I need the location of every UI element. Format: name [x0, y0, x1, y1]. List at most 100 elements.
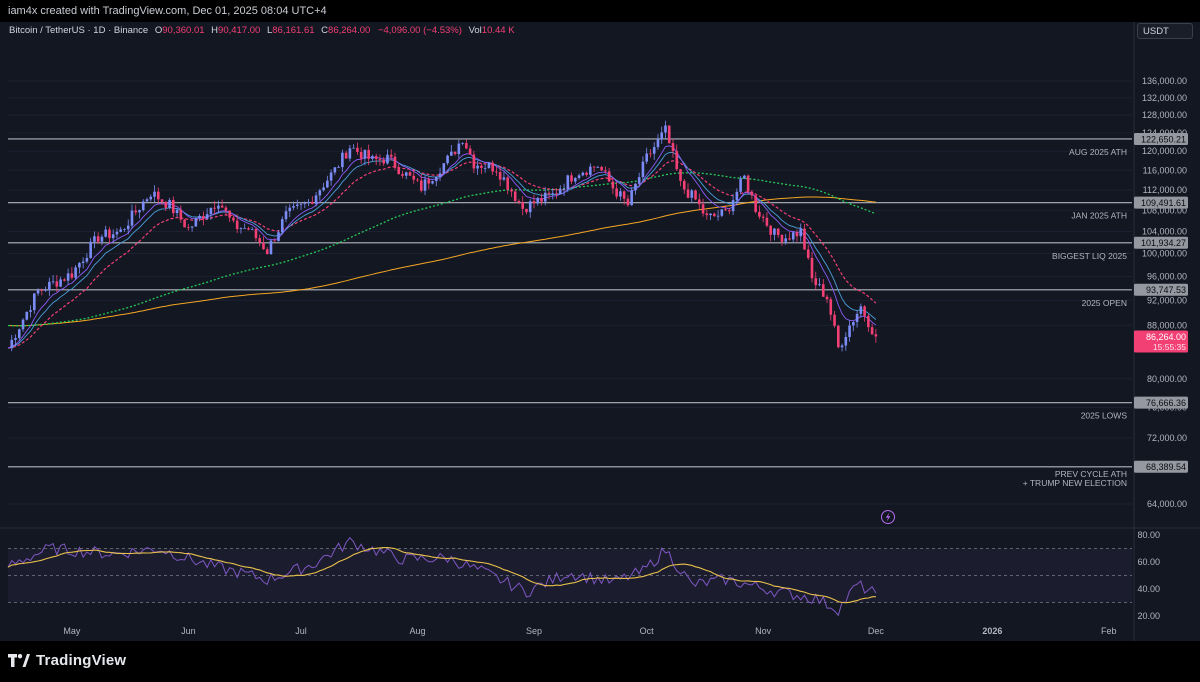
candle-body [386, 154, 389, 164]
candle [709, 213, 712, 221]
candle-body [769, 225, 772, 235]
candle-body [863, 306, 866, 316]
candle [382, 157, 385, 167]
candle-body [378, 158, 382, 160]
price-tick-label: 132,000.00 [1142, 93, 1187, 103]
candle [840, 343, 844, 352]
candle [713, 212, 716, 217]
candle [495, 166, 498, 176]
candle [769, 224, 772, 242]
candle-body [468, 148, 472, 155]
rsi-tick-label: 60.00 [1137, 557, 1160, 567]
candle-body [513, 191, 517, 201]
candle [480, 163, 483, 174]
candle [697, 193, 701, 210]
candle [318, 188, 322, 201]
candle-body [566, 175, 570, 189]
candle-body [344, 152, 348, 159]
candle [397, 163, 401, 175]
candle-body [213, 207, 216, 209]
candle [754, 195, 757, 214]
candle-body [329, 172, 333, 181]
candle-body [51, 281, 55, 283]
candle [115, 228, 119, 239]
candle-body [126, 225, 130, 230]
candle [739, 176, 742, 194]
price-tick-label: 100,000.00 [1142, 249, 1187, 259]
candle-body [667, 125, 671, 144]
candle-body [164, 201, 168, 208]
candle [81, 257, 85, 269]
volume-value: 10.44 K [481, 25, 515, 36]
candle [119, 226, 123, 233]
candle-body [419, 180, 423, 191]
candle [344, 150, 348, 159]
candle-body [746, 175, 750, 192]
candle-body [867, 315, 870, 328]
grid-layer [0, 22, 1200, 641]
candle-body [611, 181, 615, 189]
candle [679, 168, 682, 187]
candle-body [423, 179, 427, 191]
candle [682, 179, 686, 194]
candle-body [694, 190, 697, 200]
candle [720, 209, 724, 218]
candle-body [833, 314, 836, 326]
candle [581, 171, 585, 177]
candle-body [487, 162, 491, 168]
candle [209, 207, 213, 220]
candle [461, 142, 464, 146]
candle-body [190, 226, 194, 228]
candle [442, 163, 446, 174]
candle [239, 227, 243, 234]
candle [55, 275, 59, 293]
price-tick-label: 80,000.00 [1147, 374, 1187, 384]
candle-body [799, 228, 803, 237]
candle [788, 232, 791, 241]
candle [224, 205, 228, 215]
high-value: 90,417.00 [218, 25, 261, 36]
candles-layer [10, 120, 878, 352]
candle [622, 190, 626, 205]
candle-body [78, 263, 81, 268]
price-chart-svg[interactable]: AUG 2025 ATH JAN 2025 ATH BIGGEST LIQ 2025… [0, 0, 1200, 641]
candle-body [728, 210, 731, 212]
candle-body [536, 198, 540, 204]
symbol-name[interactable]: Bitcoin / TetherUS · 1D · Binance [9, 25, 149, 36]
candle [183, 219, 186, 228]
candle [326, 175, 329, 189]
candle-body [254, 229, 258, 239]
candle [25, 311, 29, 321]
candle-body [247, 228, 250, 230]
candle-body [63, 279, 66, 281]
candle-body [821, 284, 825, 297]
candle-body [453, 151, 457, 155]
candle-body [209, 207, 213, 215]
candle [295, 199, 299, 210]
candle [483, 163, 487, 173]
candle [645, 147, 648, 165]
candle-body [183, 219, 186, 228]
last-price-text: 86,264.00 [1146, 332, 1186, 342]
candle [453, 151, 457, 156]
candle-body [149, 196, 153, 200]
candle [419, 174, 423, 193]
candle-body [442, 163, 446, 174]
candle-body [66, 273, 70, 281]
candle [731, 194, 735, 216]
candle [175, 208, 179, 218]
candle-body [404, 172, 408, 176]
candle-body [217, 205, 220, 209]
level-label: JAN 2025 ATH [1071, 211, 1127, 221]
candle [562, 183, 566, 196]
price-tick-label: 124,000.00 [1142, 128, 1187, 138]
level-label: 2025 OPEN [1082, 298, 1127, 308]
candle [465, 139, 468, 150]
currency-button[interactable]: USDT [1137, 23, 1193, 39]
candle [10, 334, 14, 352]
tradingview-logo[interactable]: TradingView [8, 652, 126, 669]
time-tick-label: 2026 [982, 626, 1002, 636]
close-label: C [321, 25, 329, 36]
close-value: 86,264.00 [328, 25, 371, 36]
candle-body [269, 240, 273, 255]
